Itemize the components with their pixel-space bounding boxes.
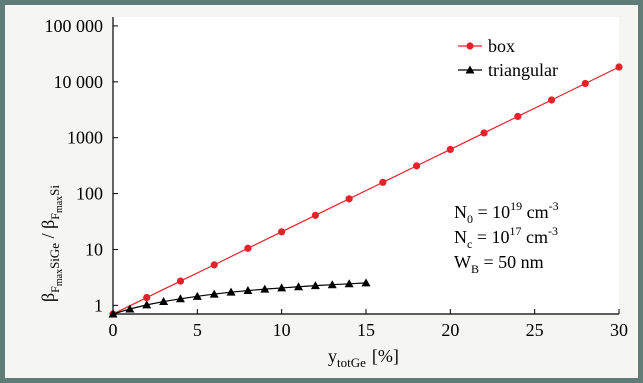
legend-label-triangular: triangular [488, 60, 558, 80]
y-tick-label: 100 000 [45, 16, 104, 36]
x-tick-label: 0 [109, 320, 118, 340]
data-point-box [379, 179, 386, 186]
data-point-box [143, 294, 150, 301]
data-point-box [177, 277, 184, 284]
data-point-box [582, 80, 589, 87]
data-point-box [211, 261, 218, 268]
data-point-box [312, 212, 319, 219]
y-axis-title: βFmaxSiGe / βFmaxSi [38, 185, 65, 302]
data-point-box [447, 146, 454, 153]
legend-label-box: box [488, 36, 515, 56]
data-point-box [615, 63, 622, 70]
x-tick-label: 10 [273, 320, 291, 340]
data-point-box [480, 129, 487, 136]
x-tick-label: 15 [357, 320, 375, 340]
y-tick-label: 1000 [67, 128, 103, 148]
y-tick-label: 1 [94, 295, 103, 315]
data-point-box [548, 96, 555, 103]
x-tick-label: 25 [526, 320, 544, 340]
data-point-box [413, 162, 420, 169]
x-axis-title: ytotGe [%] [328, 346, 399, 370]
data-point-box [278, 228, 285, 235]
y-tick-label: 10 000 [54, 72, 104, 92]
data-point-box [514, 113, 521, 120]
x-tick-label: 30 [610, 320, 628, 340]
data-point-box [244, 245, 251, 252]
x-tick-label: 20 [441, 320, 459, 340]
x-tick-label: 5 [193, 320, 202, 340]
legend-box-marker [466, 42, 473, 49]
y-tick-label: 10 [85, 239, 103, 259]
y-tick-label: 100 [76, 184, 103, 204]
data-point-box [346, 195, 353, 202]
